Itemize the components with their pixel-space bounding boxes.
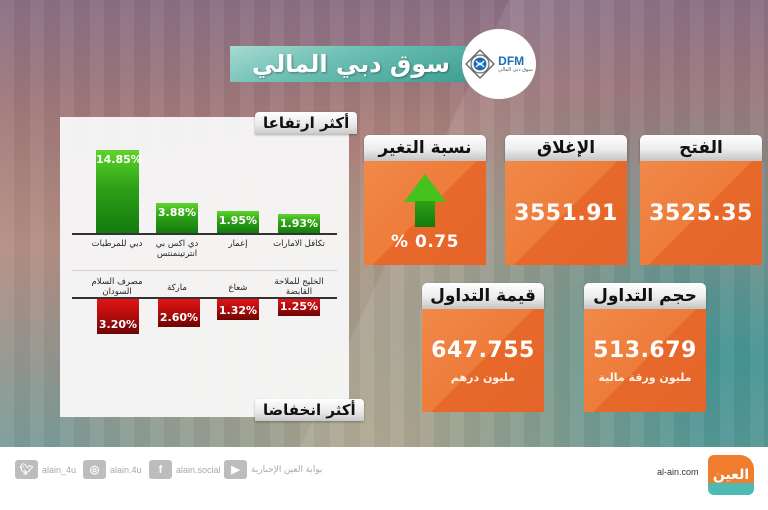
close-label: الإغلاق [505,135,627,161]
facebook-icon: f [149,460,172,479]
gainer-label-4: تكافل الامارات [273,239,325,249]
open-label: الفتح [640,135,762,161]
movers-panel: 14.85% 3.88% 1.95% 1.93% دبي للمرطبات دي… [60,117,349,417]
losers-axis [72,297,337,299]
turnover-card: قيمة التداول 647.755 مليون درهم [422,283,544,412]
gainer-bar-4: 1.93% [278,214,320,233]
volume-value: 513.679 [593,337,697,363]
dfm-emblem-icon [465,49,496,79]
top-losers-heading: أكثر انخفاضا [255,399,364,421]
dfm-logo: DFM سوق دبي المالي [462,29,536,99]
loser-bar-4: 1.25% [278,299,320,316]
gainers-axis [72,233,337,235]
turnover-unit: مليون درهم [450,370,516,384]
loser-bar-1: 3.20% [97,299,139,334]
volume-unit: مليون ورقة مالية [598,370,692,384]
youtube-icon: ▶ [224,460,247,479]
gainer-bar-2: 3.88% [156,203,198,233]
twitter-icon: 🐦︎ [15,460,38,479]
arrow-up-icon [404,174,446,227]
footer: 🐦︎ alain_4u ◎ alain.4u f alain.social ▶ … [0,447,768,510]
loser-bar-3: 1.32% [217,299,259,320]
site-link[interactable]: al-ain.com [657,467,699,477]
volume-label: حجم التداول [584,283,706,309]
gainer-label-3: إعمار [228,239,248,249]
loser-label-3: شعاع [228,283,248,293]
open-card: الفتح 3525.35 [640,135,762,265]
loser-label-2: ماركة [167,283,187,293]
logo-subtitle: سوق دبي المالي [498,66,533,73]
title-banner: سوق دبي المالي [230,46,470,82]
twitter-link[interactable]: 🐦︎ alain_4u [15,460,76,479]
loser-label-1: مصرف السلام السودان [91,277,143,297]
logo-abbreviation: DFM [498,53,525,68]
loser-label-4: الخليج للملاحة القابضة [274,277,324,297]
turnover-label: قيمة التداول [422,283,544,309]
turnover-value: 647.755 [431,337,535,363]
change-card: نسبة التغير % 0.75 [364,135,486,265]
gainer-bar-3: 1.95% [217,211,259,233]
youtube-link[interactable]: ▶ بوابة العين الإخبارية [224,460,322,479]
change-value: % 0.75 [391,232,459,252]
facebook-link[interactable]: f alain.social [149,460,221,479]
loser-bar-2: 2.60% [158,299,200,327]
instagram-link[interactable]: ◎ alain.4u [83,460,142,479]
gainer-bar-1: 14.85% [96,150,142,233]
section-divider [72,270,337,271]
page-title: سوق دبي المالي [251,50,450,78]
open-value: 3525.35 [649,200,753,226]
close-value: 3551.91 [514,200,618,226]
alain-logo: العين [708,455,754,495]
change-label: نسبة التغير [364,135,486,161]
gainer-label-2: دي اكس بي انترتينمنتس [155,239,199,259]
instagram-icon: ◎ [83,460,106,479]
volume-card: حجم التداول 513.679 مليون ورقة مالية [584,283,706,412]
gainer-label-1: دبي للمرطبات [91,239,143,249]
close-card: الإغلاق 3551.91 [505,135,627,265]
top-gainers-heading: أكثر ارتفاعا [255,112,358,134]
